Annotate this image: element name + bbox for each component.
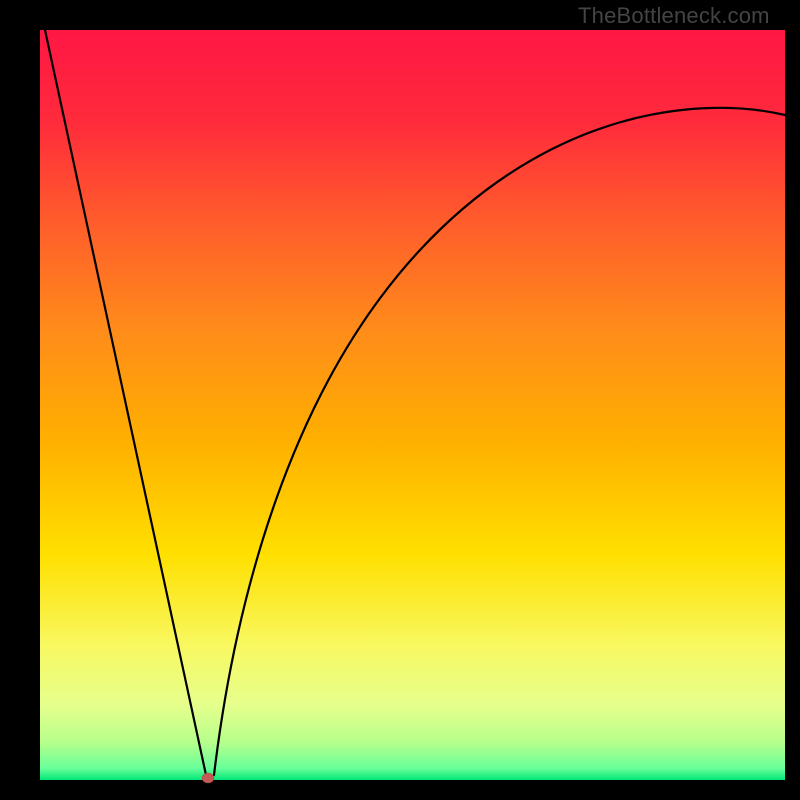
watermark-text: TheBottleneck.com <box>578 3 770 29</box>
gradient-plot-area <box>40 30 785 780</box>
chart-container: TheBottleneck.com <box>0 0 800 800</box>
